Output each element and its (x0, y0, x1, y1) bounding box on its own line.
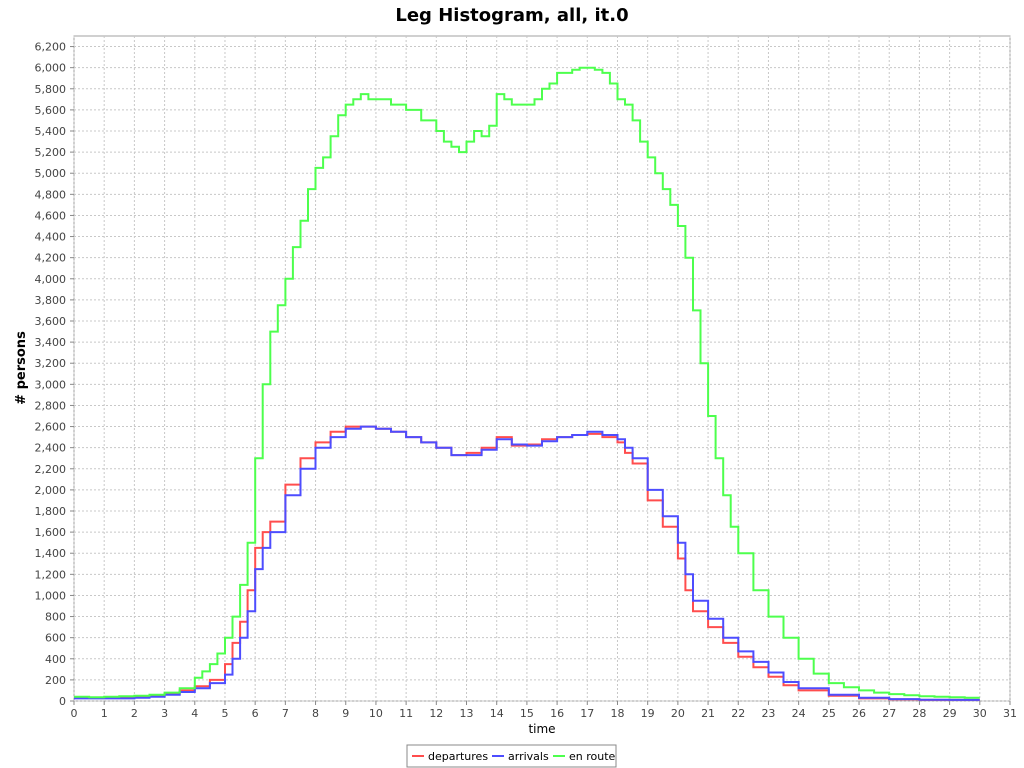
y-tick-label: 1,200 (35, 568, 67, 581)
legend: departures arrivals en route (406, 744, 617, 768)
x-tick-label: 28 (912, 707, 926, 720)
x-tick-label: 8 (312, 707, 319, 720)
y-tick-label: 600 (45, 632, 66, 645)
x-tick-label: 29 (943, 707, 957, 720)
x-tick-label: 10 (369, 707, 383, 720)
y-tick-label: 1,400 (35, 547, 67, 560)
y-tick-label: 2,600 (35, 421, 67, 434)
x-tick-label: 27 (882, 707, 896, 720)
y-tick-label: 1,000 (35, 589, 67, 602)
x-axis-label: time (528, 722, 555, 736)
y-tick-label: 3,600 (35, 315, 67, 328)
x-tick-label: 7 (282, 707, 289, 720)
x-tick-label: 21 (701, 707, 715, 720)
y-tick-label: 4,400 (35, 231, 67, 244)
y-tick-label: 5,800 (35, 83, 67, 96)
y-tick-label: 6,200 (35, 41, 67, 54)
x-tick-label: 9 (342, 707, 349, 720)
y-tick-label: 3,800 (35, 294, 67, 307)
x-tick-label: 13 (460, 707, 474, 720)
y-tick-label: 200 (45, 674, 66, 687)
y-tick-label: 2,400 (35, 442, 67, 455)
legend-label-en-route: en route (569, 750, 616, 763)
x-tick-label: 15 (520, 707, 534, 720)
x-tick-label: 30 (973, 707, 987, 720)
x-tick-label: 12 (429, 707, 443, 720)
x-tick-label: 17 (580, 707, 594, 720)
x-tick-label: 23 (761, 707, 775, 720)
x-tick-label: 2 (131, 707, 138, 720)
y-tick-label: 2,200 (35, 463, 67, 476)
y-tick-label: 4,000 (35, 273, 67, 286)
y-tick-label: 6,000 (35, 62, 67, 75)
x-tick-label: 22 (731, 707, 745, 720)
y-tick-label: 5,000 (35, 167, 67, 180)
plot-background (73, 35, 1011, 702)
series-line-arrivals (74, 425, 980, 701)
y-tick-label: 2,800 (35, 399, 67, 412)
y-tick-label: 1,600 (35, 526, 67, 539)
x-tick-label: 1 (101, 707, 108, 720)
x-tick-label: 18 (610, 707, 624, 720)
y-axis-label: # persons (14, 331, 29, 405)
x-tick-label: 11 (399, 707, 413, 720)
grid (73, 36, 1011, 702)
y-tick-label: 5,200 (35, 146, 67, 159)
x-tick-label: 14 (490, 707, 504, 720)
x-tick-label: 20 (671, 707, 685, 720)
x-tick-label: 4 (191, 707, 198, 720)
y-tick-label: 4,600 (35, 209, 67, 222)
y-tick-label: 800 (45, 611, 66, 624)
x-tick-label: 3 (161, 707, 168, 720)
x-tick-label: 26 (852, 707, 866, 720)
y-tick-label: 2,000 (35, 484, 67, 497)
y-tick-label: 1,800 (35, 505, 67, 518)
legend-label-arrivals: arrivals (508, 750, 549, 763)
y-tick-label: 4,200 (35, 252, 67, 265)
x-tick-label: 24 (792, 707, 806, 720)
y-tick-label: 5,600 (35, 104, 67, 117)
x-tick-label: 5 (221, 707, 228, 720)
y-tick-label: 3,000 (35, 378, 67, 391)
y-tick-label: 0 (59, 695, 66, 708)
series-line-en-route (74, 66, 980, 699)
chart-title: Leg Histogram, all, it.0 (395, 5, 628, 26)
y-axis-ticks: 0 200 400 600 800 1,000 1,200 1,400 1,600 1,800 2,… (35, 41, 74, 708)
x-tick-label: 19 (641, 707, 655, 720)
x-tick-label: 25 (822, 707, 836, 720)
x-tick-label: 16 (550, 707, 564, 720)
legend-label-departures: departures (428, 750, 488, 763)
x-tick-label: 0 (71, 707, 78, 720)
y-tick-label: 4,800 (35, 188, 67, 201)
y-tick-label: 400 (45, 653, 66, 666)
x-tick-label: 6 (252, 707, 259, 720)
y-tick-label: 3,200 (35, 357, 67, 370)
series-lines (74, 66, 980, 701)
x-tick-label: 31 (1003, 707, 1017, 720)
legend-box (406, 744, 617, 768)
y-tick-label: 5,400 (35, 125, 67, 138)
y-tick-label: 3,400 (35, 336, 67, 349)
x-axis-ticks: 0 1 2 3 4 5 6 7 8 9 10 11 12 13 14 15 16 17 18 19 20 21 22 23 24… (71, 701, 1017, 720)
